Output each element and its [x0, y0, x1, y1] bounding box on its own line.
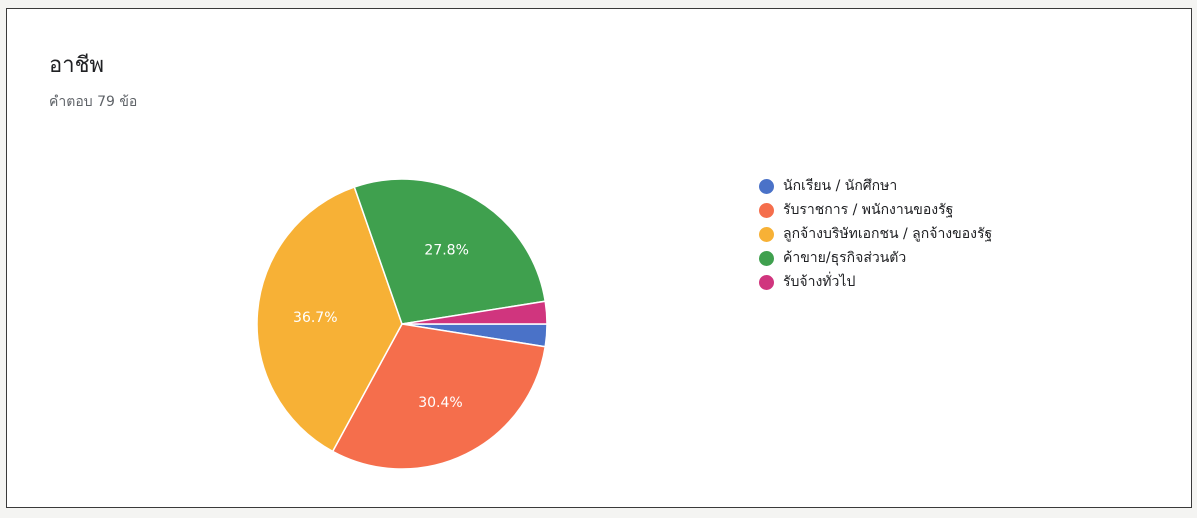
slice-percent-label: 36.7%	[293, 310, 337, 326]
pie-slice-labels: 30.4% 36.7% 27.8%	[293, 242, 469, 411]
legend-label: นักเรียน / นักศึกษา	[783, 178, 898, 194]
pie-slice-3[interactable]	[256, 186, 403, 453]
chart-title: อาชีพ	[49, 53, 104, 78]
legend-swatch	[759, 178, 774, 194]
pie-chart: 30.4% 36.7% 27.8%	[256, 178, 548, 470]
chart-card: อาชีพ คำตอบ 79 ข้อ 30.4% 36.7% 27.8% นักเร…	[6, 8, 1192, 508]
legend-item[interactable]: นักเรียน / นักศึกษา	[759, 174, 992, 198]
legend-swatch	[759, 250, 774, 266]
pie-slice-4[interactable]	[353, 178, 547, 325]
slice-percent-label: 30.4%	[418, 395, 462, 411]
legend-swatch	[759, 202, 774, 218]
pie-slices	[256, 178, 548, 470]
pie-slice-5[interactable]	[401, 300, 548, 325]
legend-label: รับจ้างทั่วไป	[783, 274, 856, 290]
legend-item[interactable]: รับราชการ / พนักงานของรัฐ	[759, 198, 992, 222]
legend-swatch	[759, 274, 774, 290]
pie-slice-2[interactable]	[331, 323, 547, 470]
slice-percent-label: 27.8%	[424, 242, 468, 258]
response-count: คำตอบ 79 ข้อ	[49, 94, 138, 110]
legend-item[interactable]: ลูกจ้างบริษัทเอกชน / ลูกจ้างของรัฐ	[759, 222, 992, 246]
legend-label: ค้าขาย/ธุรกิจส่วนตัว	[783, 250, 907, 266]
chart-legend: นักเรียน / นักศึกษารับราชการ / พนักงานขอ…	[759, 174, 992, 294]
legend-item[interactable]: ค้าขาย/ธุรกิจส่วนตัว	[759, 246, 992, 270]
legend-label: ลูกจ้างบริษัทเอกชน / ลูกจ้างของรัฐ	[783, 226, 993, 242]
legend-swatch	[759, 226, 774, 242]
legend-label: รับราชการ / พนักงานของรัฐ	[783, 202, 954, 218]
legend-item[interactable]: รับจ้างทั่วไป	[759, 270, 992, 294]
